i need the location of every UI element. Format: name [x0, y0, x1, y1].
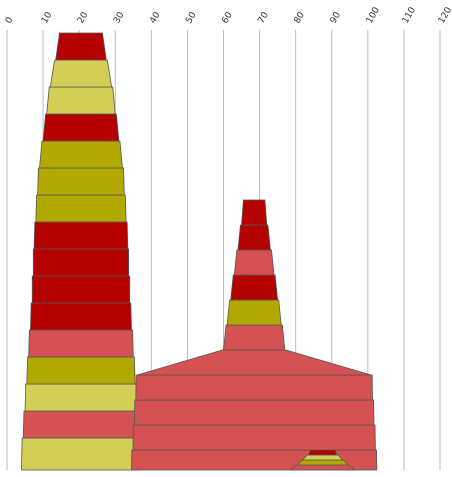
x-axis-tick-labels: 0 10 20 30 40 50 60 70 80 90 100 110 120	[4, 5, 452, 25]
area-band	[135, 374, 373, 401]
area-band	[49, 59, 113, 88]
x-tick-label: 80	[293, 10, 308, 25]
area-band	[22, 410, 140, 439]
area-band	[35, 194, 127, 223]
x-tick-label: 110	[401, 5, 418, 25]
x-tick-label: 20	[76, 10, 91, 25]
x-tick-label: 100	[365, 5, 382, 25]
area-band	[307, 449, 338, 456]
area-band	[24, 383, 138, 412]
area-band	[28, 329, 134, 358]
area-band	[237, 224, 271, 251]
stack-0	[21, 32, 141, 471]
area-band	[223, 324, 286, 351]
area-band	[42, 113, 120, 142]
area-band	[26, 356, 136, 385]
area-band	[133, 399, 375, 426]
area-band	[30, 302, 132, 331]
x-tick-label: 70	[257, 10, 272, 25]
area-band	[21, 437, 141, 471]
x-tick-label: 30	[112, 10, 127, 25]
stack-2	[289, 449, 357, 471]
x-tick-label: 50	[184, 10, 199, 25]
x-tick-label: 60	[220, 10, 235, 25]
area-band	[241, 199, 268, 226]
area-band	[289, 464, 357, 471]
area-band	[132, 424, 376, 451]
area-band	[46, 86, 116, 115]
area-band	[302, 454, 344, 461]
area-band	[33, 221, 129, 250]
x-tick-label: 10	[40, 10, 55, 25]
area-band	[55, 32, 107, 61]
x-tick-label: 40	[148, 10, 163, 25]
area-band	[226, 299, 282, 326]
x-tick-label: 0	[4, 15, 16, 25]
stack-1	[131, 199, 378, 471]
area-band	[39, 140, 123, 169]
area-band	[32, 248, 130, 277]
area-band	[31, 275, 131, 304]
area-band	[137, 349, 372, 376]
x-tick-label: 90	[329, 10, 344, 25]
x-tick-label: 120	[437, 5, 452, 25]
area-band	[37, 167, 125, 196]
area-band	[233, 249, 275, 276]
plot-area	[21, 32, 378, 471]
area-band	[296, 459, 349, 466]
area-band	[230, 274, 279, 301]
